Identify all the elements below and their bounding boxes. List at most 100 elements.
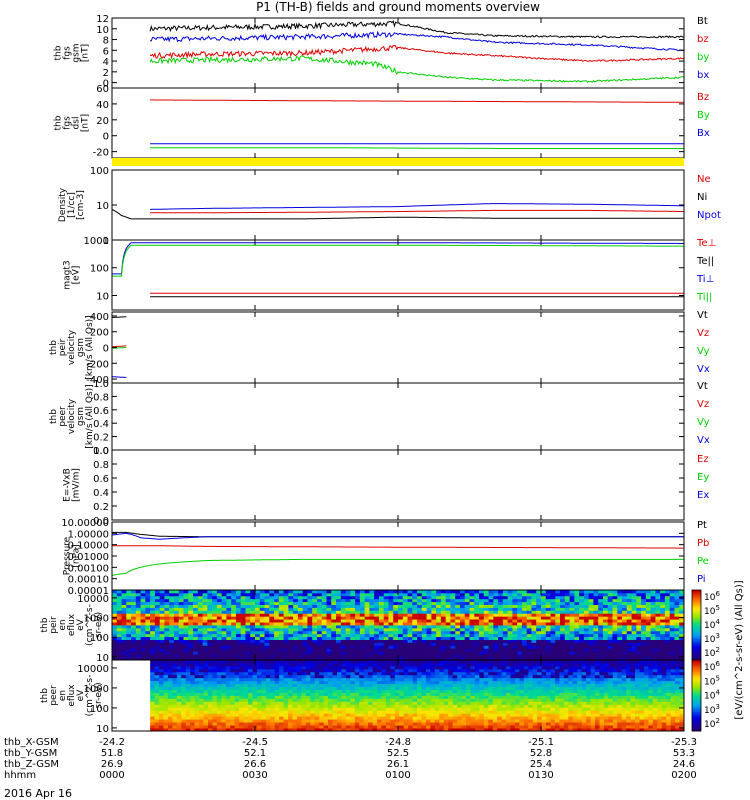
- heatmap-cell: [190, 668, 196, 673]
- heatmap-cell: [602, 604, 609, 608]
- heatmap-cell: [440, 639, 447, 643]
- heatmap-cell: [226, 630, 232, 635]
- heatmap-cell: [445, 604, 451, 608]
- heatmap-cell: [159, 722, 164, 726]
- y-tick-label: 4: [103, 57, 109, 68]
- heatmap-cell: [164, 601, 170, 605]
- y-tick-label: 20: [96, 116, 109, 127]
- heatmap-cell: [316, 604, 323, 608]
- heatmap-cell: [131, 642, 137, 646]
- heatmap-cell: [598, 616, 604, 620]
- heatmap-cell: [226, 654, 232, 658]
- heatmap-cell: [270, 710, 276, 714]
- heatmap-cell: [328, 668, 333, 673]
- heatmap-cell: [183, 590, 189, 594]
- heatmap-cell: [517, 598, 523, 603]
- heatmap-cell: [226, 657, 232, 661]
- series-line-fgs_gsm-2: [149, 44, 685, 62]
- heatmap-cell: [326, 630, 332, 635]
- heatmap-cell: [378, 633, 385, 638]
- heatmap-cell: [381, 692, 387, 696]
- heatmap-cell: [564, 622, 570, 626]
- heatmap-cell: [502, 590, 509, 594]
- heatmap-cell: [231, 601, 237, 605]
- heatmap-cell: [407, 595, 413, 600]
- heatmap-cell: [377, 701, 382, 705]
- heatmap-cell: [488, 627, 494, 632]
- y-tick-label: -400: [86, 375, 109, 386]
- heatmap-cell: [526, 619, 532, 623]
- heatmap-cell: [293, 642, 299, 646]
- heatmap-cell: [255, 639, 261, 643]
- heatmap-cell: [150, 713, 155, 717]
- heatmap-cell: [369, 633, 375, 638]
- heatmap-cell: [163, 725, 169, 729]
- heatmap-cell: [212, 636, 218, 640]
- heatmap-cell: [421, 616, 427, 620]
- heatmap-cell: [398, 590, 404, 594]
- heatmap-cell: [259, 619, 265, 623]
- heatmap-cell: [383, 648, 389, 652]
- heatmap-cell: [243, 716, 249, 720]
- heatmap-cell: [626, 595, 632, 600]
- heatmap-cell: [403, 698, 409, 702]
- heatmap-cell: [526, 654, 532, 658]
- heatmap-cell: [374, 607, 380, 611]
- heatmap-cell: [502, 645, 509, 649]
- heatmap-cell: [261, 674, 267, 679]
- heatmap-cell: [243, 686, 249, 690]
- heatmap-cell: [340, 607, 346, 611]
- heatmap-cell: [279, 728, 284, 732]
- heatmap-cell: [674, 590, 680, 594]
- heatmap-cell: [163, 677, 169, 682]
- heatmap-cell: [439, 704, 445, 708]
- heatmap-cell: [507, 633, 513, 638]
- heatmap-cell: [479, 607, 485, 611]
- heatmap-cell: [545, 607, 551, 611]
- heatmap-cell: [434, 725, 440, 729]
- heatmap-cell: [421, 636, 427, 640]
- heatmap-cell: [457, 668, 462, 673]
- heatmap-cell: [245, 590, 251, 594]
- heatmap-cell: [302, 622, 308, 626]
- heatmap-cell: [593, 613, 599, 617]
- heatmap-cell: [243, 725, 249, 729]
- heatmap-cell: [541, 630, 547, 635]
- heatmap-cell: [274, 598, 280, 603]
- heatmap-cell: [426, 645, 432, 649]
- heatmap-cell: [436, 613, 442, 617]
- heatmap-cell: [631, 648, 637, 652]
- heatmap-cell: [323, 671, 329, 676]
- heatmap-cell: [450, 622, 456, 626]
- heatmap-cell: [274, 613, 280, 617]
- heatmap-cell: [243, 677, 249, 682]
- heatmap-cell: [588, 627, 594, 632]
- heatmap-cell: [197, 630, 203, 635]
- heatmap-cell: [265, 665, 271, 670]
- heatmap-cell: [135, 592, 141, 597]
- heatmap-cell: [579, 625, 585, 629]
- heatmap-cell: [255, 654, 261, 658]
- heatmap-cell: [203, 707, 209, 711]
- heatmap-cell: [234, 680, 240, 685]
- heatmap-cell: [112, 651, 118, 655]
- heatmap-cell: [310, 674, 316, 679]
- heatmap-cell: [150, 722, 155, 726]
- heatmap-cell: [569, 625, 575, 629]
- heatmap-cell: [178, 598, 184, 603]
- heatmap-cell: [297, 604, 304, 608]
- heatmap-cell: [560, 630, 566, 635]
- heatmap-cell: [185, 665, 191, 670]
- heatmap-cell: [545, 639, 551, 643]
- colorbar-swatch: [692, 620, 701, 624]
- heatmap-cell: [202, 651, 208, 655]
- heatmap-cell: [326, 645, 332, 649]
- heatmap-cell: [550, 657, 556, 661]
- heatmap-cell: [288, 598, 294, 603]
- heatmap-cell: [622, 601, 628, 605]
- heatmap-cell: [150, 662, 155, 667]
- heatmap-cell: [279, 677, 284, 682]
- heatmap-cell: [221, 648, 227, 652]
- colorbar-swatch: [692, 632, 701, 635]
- heatmap-cell: [265, 701, 271, 705]
